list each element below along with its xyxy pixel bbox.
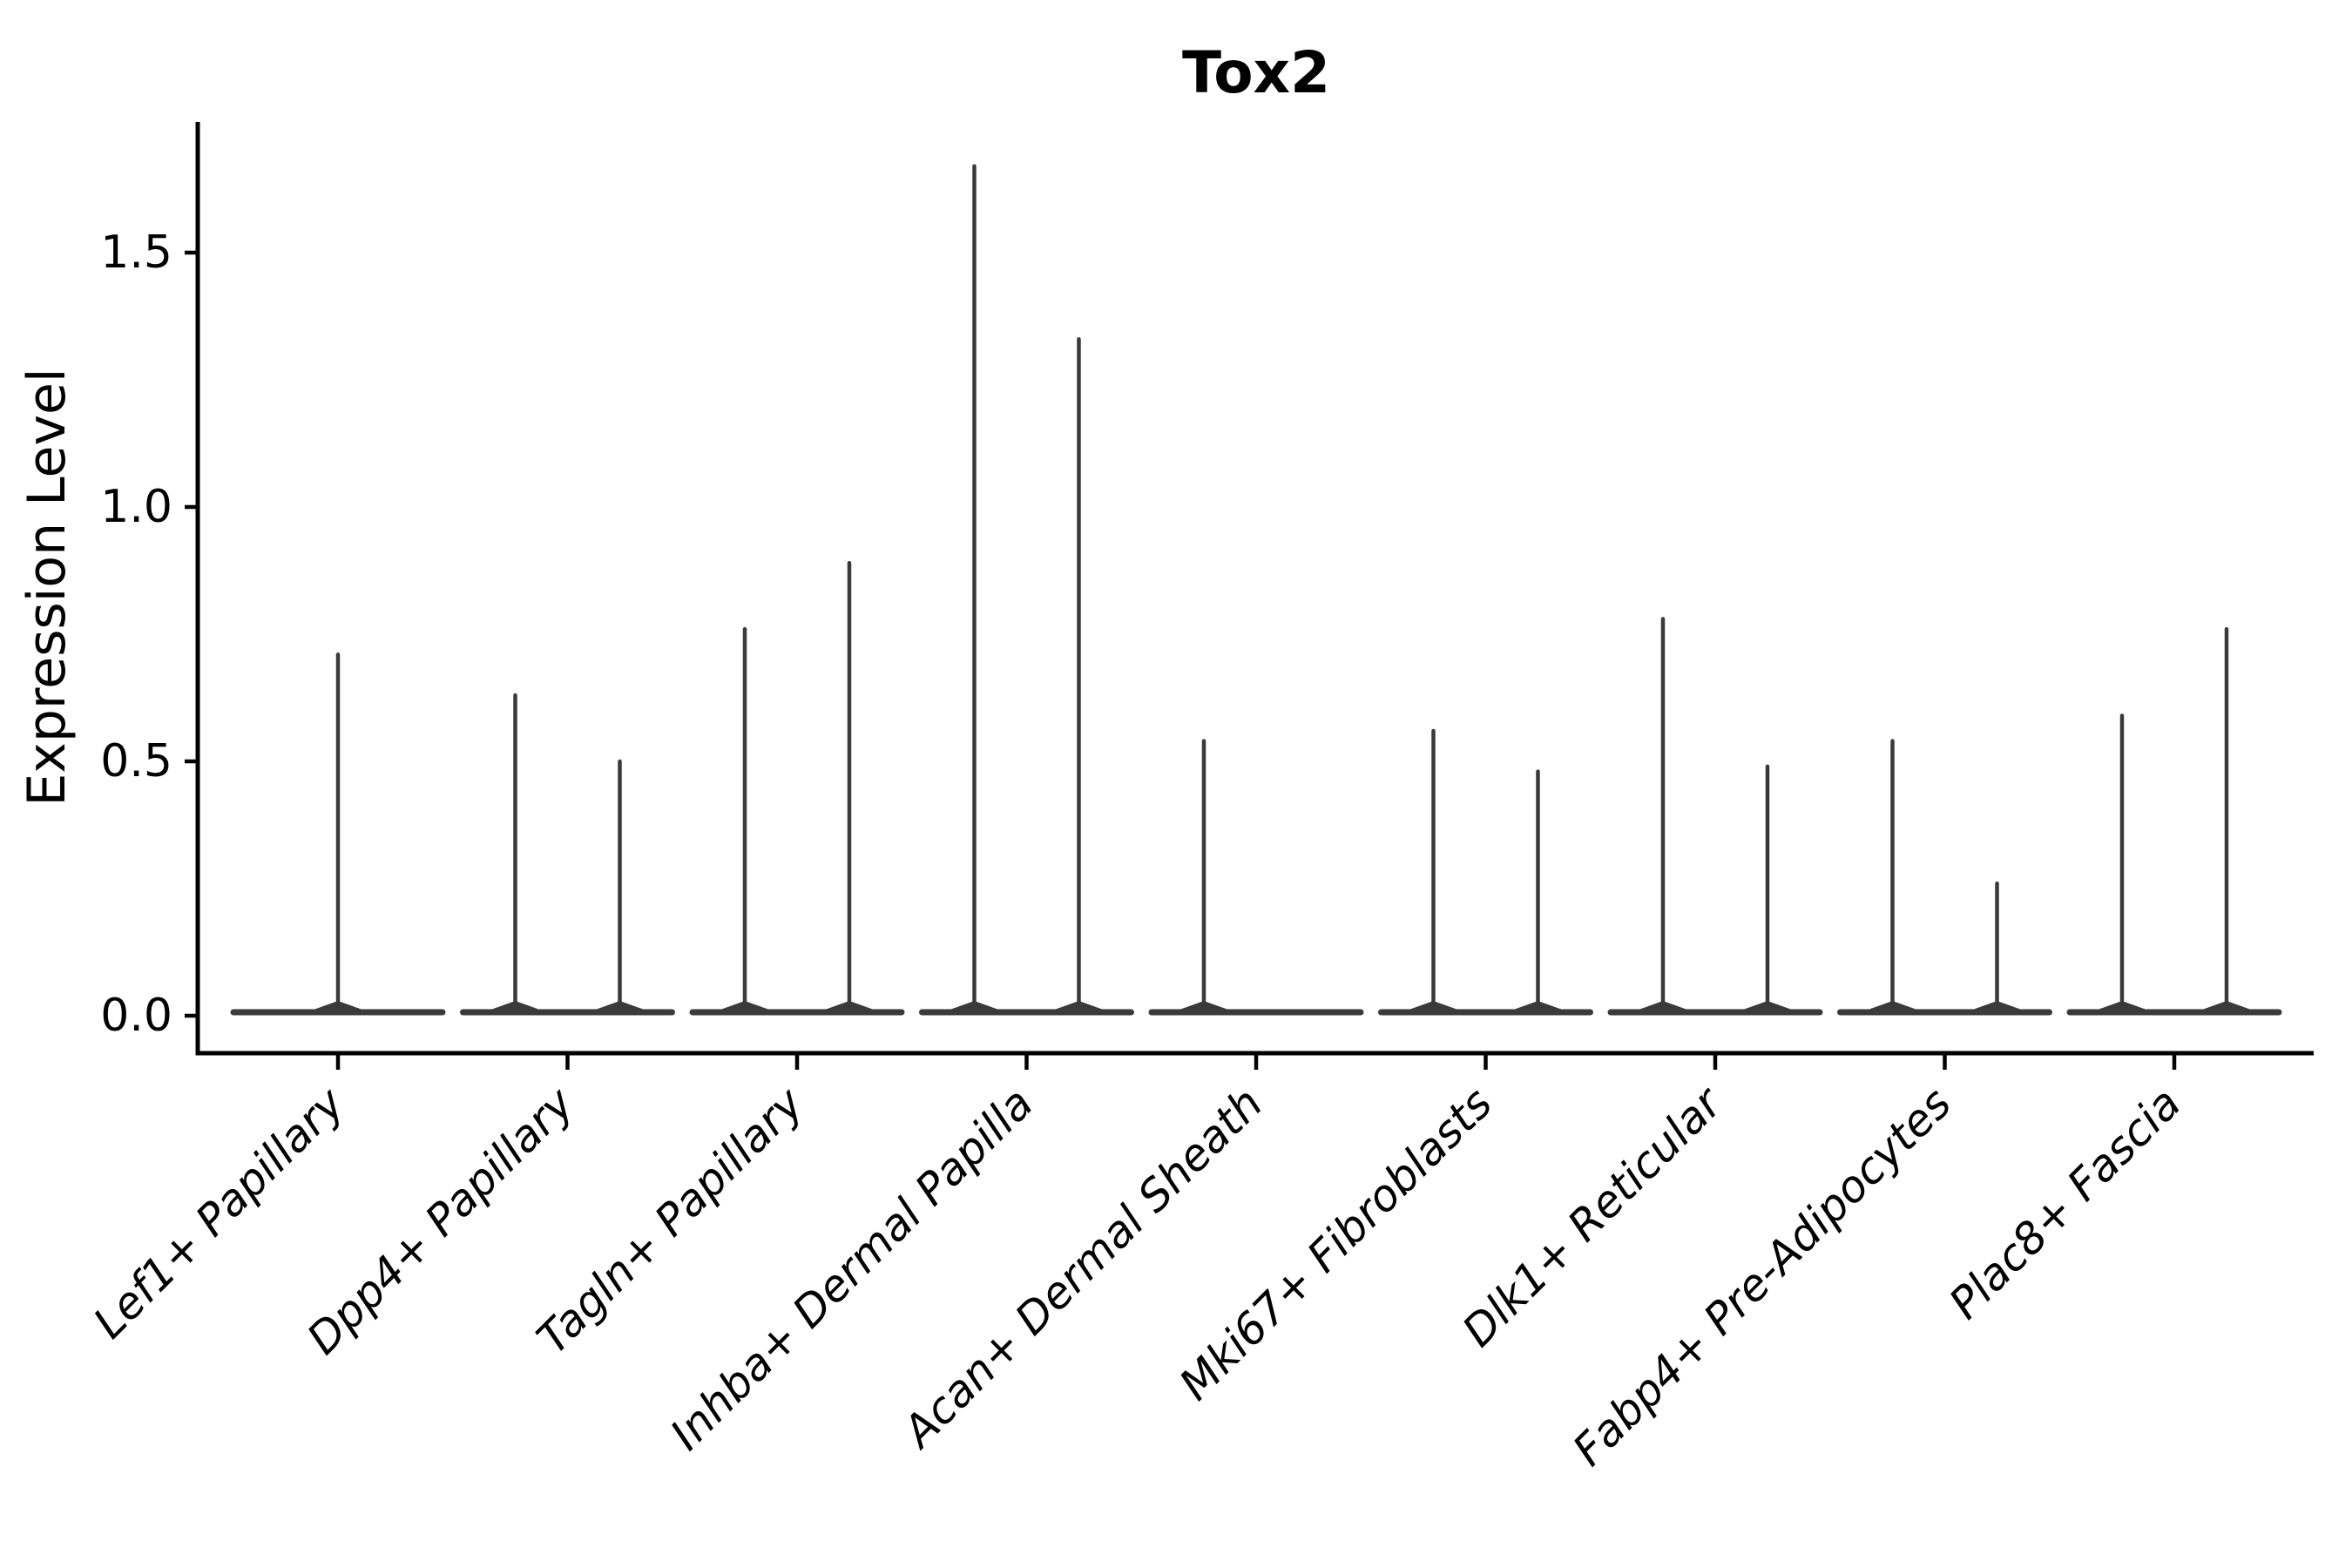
plot-title: Tox2 [1182, 39, 1330, 106]
y-axis-label: Expression Level [17, 368, 78, 806]
x-axis-label: Lef1+ Papillary [84, 1077, 355, 1348]
y-tick-label: 1.5 [100, 226, 172, 279]
violin-layer [230, 164, 2282, 1016]
x-axis-label: Plac8+ Fascia [1940, 1078, 2191, 1328]
x-axis-label: Inhba+ Dermal Papilla [661, 1078, 1043, 1459]
x-axis-label: Fabp4+ Pre-Adipocytes [1563, 1078, 1961, 1476]
y-tick-label: 0.0 [100, 990, 172, 1042]
y-tick-label: 1.0 [100, 481, 172, 533]
y-tick-label: 0.5 [100, 735, 172, 787]
axis-spines [195, 122, 2314, 1056]
